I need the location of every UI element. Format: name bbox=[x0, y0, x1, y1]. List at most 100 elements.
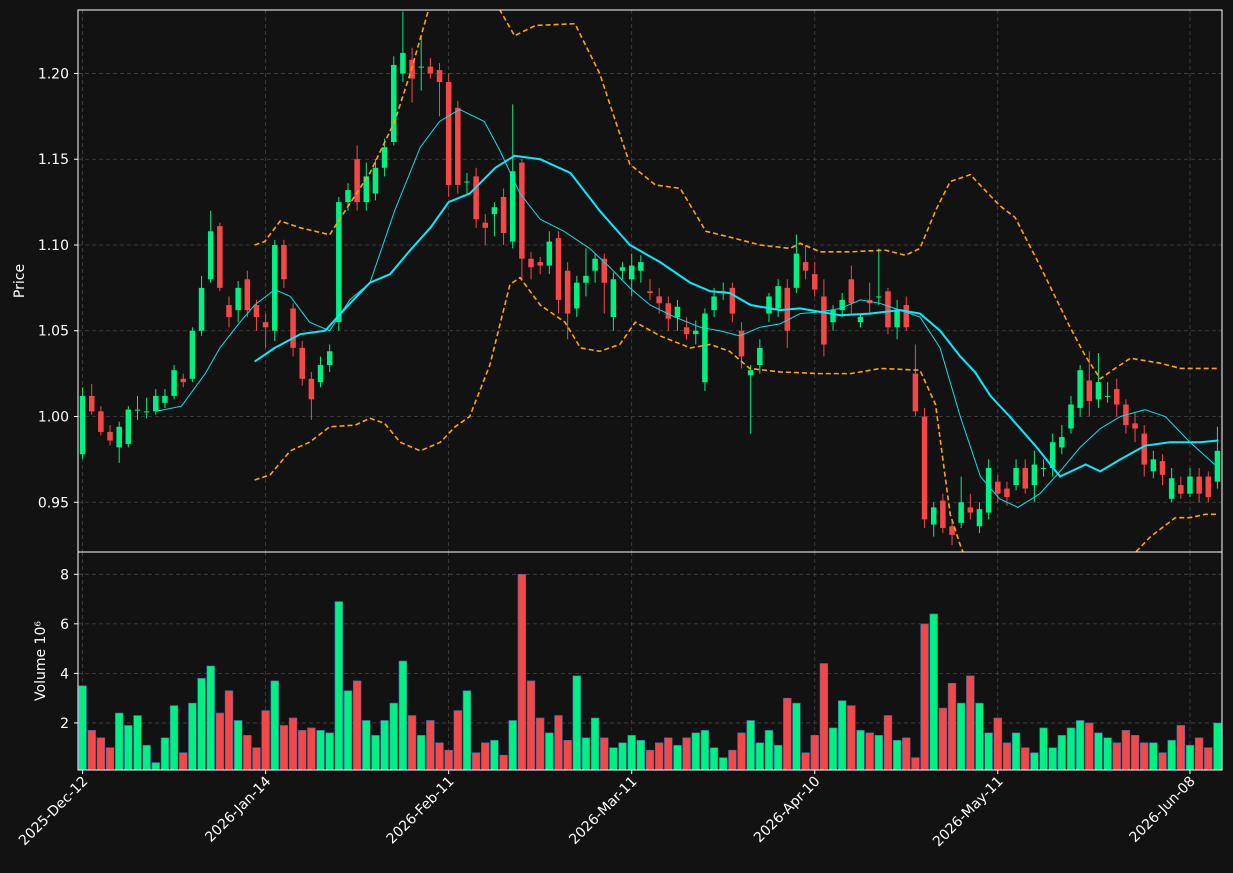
volume-bar bbox=[435, 742, 444, 770]
candle-body bbox=[546, 241, 553, 266]
volume-bar bbox=[526, 680, 536, 770]
volume-bar bbox=[691, 732, 700, 770]
volume-bar bbox=[407, 715, 417, 770]
volume-bar bbox=[1066, 727, 1076, 770]
volume-bar bbox=[124, 725, 133, 770]
indicator-line bbox=[155, 108, 1216, 508]
volume-bar bbox=[78, 685, 87, 770]
candle-body bbox=[299, 347, 305, 379]
candle-body bbox=[400, 52, 406, 74]
volume-bar bbox=[1094, 732, 1103, 770]
candle-body bbox=[830, 310, 836, 323]
volume-bar bbox=[572, 675, 581, 770]
candle-body bbox=[976, 509, 983, 527]
volume-bar bbox=[444, 749, 453, 770]
volume-bar bbox=[874, 735, 883, 770]
candle-body bbox=[1168, 478, 1175, 499]
candle-body bbox=[217, 226, 223, 288]
volume-bar bbox=[288, 717, 298, 770]
volume-bar bbox=[956, 702, 966, 770]
candle-body bbox=[1214, 450, 1221, 482]
candle-body bbox=[500, 196, 507, 233]
volume-bar bbox=[838, 700, 847, 770]
candle-body bbox=[528, 258, 534, 268]
volume-bar bbox=[1057, 735, 1067, 770]
candle-body bbox=[491, 207, 498, 215]
candle-body bbox=[153, 395, 159, 412]
volume-bar bbox=[636, 739, 646, 770]
volume-bar bbox=[343, 690, 353, 770]
candle-body bbox=[912, 373, 919, 412]
volume-bar bbox=[700, 730, 710, 770]
candle-body bbox=[1077, 370, 1083, 408]
candle-body bbox=[848, 279, 855, 304]
candle-body bbox=[555, 238, 562, 300]
candle-body bbox=[107, 431, 113, 441]
volume-bar bbox=[87, 730, 96, 770]
volume-bar bbox=[892, 739, 902, 770]
volume-bar bbox=[325, 732, 334, 770]
candle-body bbox=[857, 317, 864, 323]
volume-bar bbox=[1167, 739, 1176, 770]
volume-bar bbox=[380, 720, 389, 770]
candle-body bbox=[674, 306, 681, 318]
volume-bar bbox=[1048, 747, 1057, 770]
volume-bar bbox=[801, 752, 810, 770]
volume-bar bbox=[975, 702, 984, 770]
volume-bar bbox=[334, 601, 344, 770]
volume-bar bbox=[215, 712, 225, 770]
volume-bar bbox=[197, 678, 206, 770]
candle-body bbox=[693, 330, 699, 335]
candle-body bbox=[336, 202, 342, 323]
candle-body bbox=[171, 370, 177, 396]
candle-body bbox=[574, 282, 580, 309]
volume-bar bbox=[1204, 747, 1213, 770]
candle-body bbox=[811, 274, 818, 290]
candle-body bbox=[519, 162, 525, 259]
volume-bar bbox=[298, 730, 307, 770]
volume-bar bbox=[590, 717, 600, 770]
candle-body bbox=[949, 526, 955, 535]
candle-body bbox=[537, 262, 543, 266]
candle-body bbox=[1040, 467, 1047, 469]
y-tick-label: 1.10 bbox=[38, 238, 69, 254]
candle-body bbox=[592, 258, 598, 271]
volume-bar bbox=[773, 744, 783, 770]
volume-bar bbox=[1176, 725, 1186, 770]
candle-body bbox=[1114, 389, 1120, 405]
candle-body bbox=[134, 409, 141, 411]
candle-body bbox=[1068, 404, 1074, 429]
candle-body bbox=[244, 279, 251, 311]
volume-bar bbox=[709, 747, 719, 770]
candle-body bbox=[445, 82, 452, 185]
volume-bar bbox=[1213, 722, 1222, 770]
volume-bar bbox=[261, 710, 270, 770]
candle-body bbox=[583, 275, 589, 283]
candle-body bbox=[482, 222, 489, 228]
volume-bar bbox=[755, 742, 765, 770]
candle-body bbox=[180, 378, 186, 383]
candle-body bbox=[418, 66, 424, 68]
candle-body bbox=[363, 176, 370, 203]
candle-body bbox=[747, 370, 754, 376]
volume-bar bbox=[179, 752, 188, 770]
candle-body bbox=[683, 327, 690, 335]
volume-bar bbox=[371, 735, 380, 770]
indicator-line bbox=[254, 154, 1219, 478]
volume-bar bbox=[664, 737, 673, 770]
volume-bar bbox=[783, 697, 792, 770]
volume-bar bbox=[508, 720, 517, 770]
y-tick-label: 1.05 bbox=[38, 324, 69, 340]
volume-bar bbox=[947, 682, 957, 770]
y-tick-label: 0.95 bbox=[38, 495, 69, 511]
candle-body bbox=[253, 305, 260, 318]
volume-bar bbox=[847, 705, 856, 770]
volume-bar bbox=[1075, 720, 1085, 770]
volume-bar bbox=[462, 690, 472, 770]
candle-body bbox=[564, 270, 571, 314]
candle-body bbox=[272, 244, 278, 331]
volume-bar bbox=[764, 730, 774, 770]
candle-body bbox=[207, 231, 214, 280]
